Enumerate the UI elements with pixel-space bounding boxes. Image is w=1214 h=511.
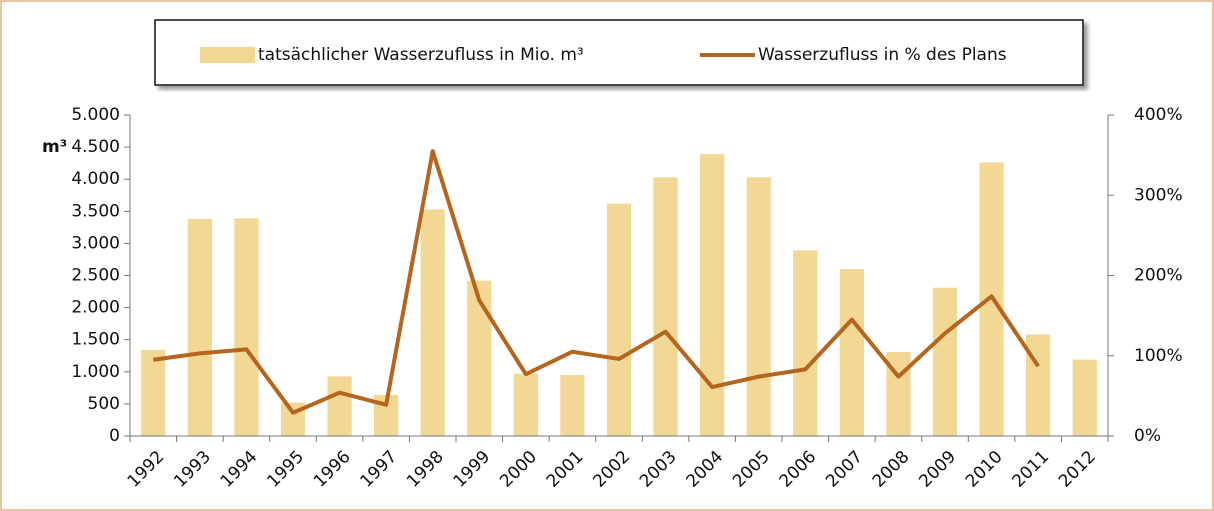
- bar: [932, 287, 958, 436]
- x-tick-label: 2011: [1008, 447, 1053, 492]
- legend-box: [154, 19, 1084, 86]
- x-tick-label: 2005: [729, 447, 774, 492]
- x-tick-label: 1994: [217, 447, 262, 492]
- x-tick-label: 2007: [822, 447, 867, 492]
- x-tick-label: 2002: [589, 447, 634, 492]
- x-tick-label: 1993: [170, 447, 215, 492]
- x-tick-label: 2010: [962, 447, 1007, 492]
- x-tick-label: 1992: [124, 447, 169, 492]
- y-tick-label: 500: [88, 394, 120, 414]
- y-tick-label: 4.000: [71, 169, 120, 189]
- bar: [513, 373, 538, 436]
- bar: [327, 376, 352, 436]
- bar: [420, 209, 445, 436]
- x-tick-label: 1997: [356, 447, 401, 492]
- line: [153, 149, 1040, 415]
- y-tick-label: 3.500: [71, 201, 120, 221]
- x-tick-label: 2006: [776, 447, 821, 492]
- y-tick-label: 2.000: [71, 298, 120, 318]
- bar: [234, 218, 259, 436]
- legend-swatch: [200, 47, 255, 63]
- y-axis-label: m³: [42, 137, 67, 157]
- bar: [700, 154, 725, 437]
- bar: [746, 177, 771, 437]
- y-tick-label: 5.000: [71, 105, 120, 125]
- y-tick-label: 1.000: [71, 362, 120, 382]
- y-tick-label: 4.500: [71, 137, 120, 157]
- x-tick-label: 1995: [263, 447, 308, 492]
- x-tick-label: 1996: [310, 447, 355, 492]
- x-tick-label: 2003: [636, 447, 681, 492]
- y2-tick-label: 0%: [1134, 426, 1161, 446]
- legend-label: Wasserzufluss in % des Plans: [758, 45, 1007, 65]
- x-tick-label: 2009: [915, 447, 960, 492]
- x-tick-label: 2012: [1055, 447, 1100, 492]
- bar: [1072, 359, 1097, 436]
- bar: [187, 219, 212, 436]
- bar: [560, 375, 585, 436]
- bar: [606, 203, 632, 436]
- y2-tick-label: 400%: [1134, 105, 1183, 125]
- bar: [141, 349, 166, 436]
- y2-tick-label: 300%: [1134, 185, 1183, 205]
- y-tick-label: 3.000: [71, 233, 120, 253]
- y-tick-label: 0: [109, 426, 120, 446]
- x-tick-label: 1998: [403, 447, 448, 492]
- x-tick-label: 2004: [682, 447, 727, 492]
- y2-tick-label: 100%: [1134, 346, 1183, 366]
- x-tick-label: 2000: [496, 447, 541, 492]
- legend-label: tatsächlicher Wasserzufluss in Mio. m³: [258, 45, 584, 65]
- bar: [1026, 334, 1051, 436]
- x-tick-label: 1999: [450, 447, 495, 492]
- x-tick-label: 2008: [869, 447, 914, 492]
- y2-tick-label: 200%: [1134, 266, 1183, 286]
- x-tick-label: 2001: [543, 447, 588, 492]
- bar: [839, 269, 864, 436]
- y-tick-label: 2.500: [71, 266, 120, 286]
- bar: [467, 280, 492, 436]
- bar: [653, 177, 678, 437]
- bar: [793, 250, 818, 436]
- y-tick-label: 1.500: [71, 330, 120, 350]
